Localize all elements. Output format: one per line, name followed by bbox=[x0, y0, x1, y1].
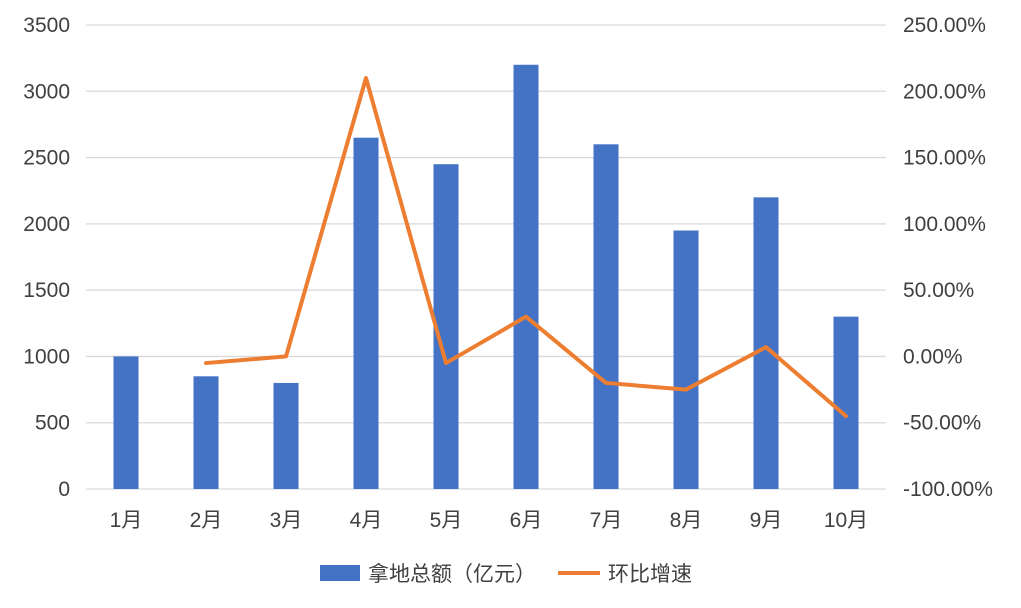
left-axis-tick-label: 0 bbox=[58, 478, 70, 501]
right-axis-tick-label: 100.00% bbox=[903, 213, 986, 236]
left-axis-tick-label: 500 bbox=[35, 412, 70, 435]
left-axis-labels: 0 500 1000 1500 2000 2500 3000 3500 bbox=[23, 14, 70, 501]
bar bbox=[353, 137, 379, 489]
bar bbox=[113, 356, 139, 489]
bar bbox=[753, 197, 779, 490]
right-axis-tick-label: 150.00% bbox=[903, 147, 986, 170]
left-axis-tick-label: 3000 bbox=[23, 80, 70, 103]
left-axis-tick-label: 1000 bbox=[23, 345, 70, 368]
right-axis-tick-label: 200.00% bbox=[903, 80, 986, 103]
bar bbox=[193, 376, 219, 489]
category-tick-label: 1月 bbox=[110, 509, 143, 532]
left-axis-tick-label: 3500 bbox=[23, 14, 70, 37]
line-series bbox=[204, 76, 848, 419]
category-tick-label: 2月 bbox=[190, 509, 223, 532]
bar bbox=[273, 382, 299, 489]
legend-bar-label: 拿地总额（亿元） bbox=[368, 562, 536, 586]
right-axis-tick-label: 50.00% bbox=[903, 279, 974, 302]
legend: 拿地总额（亿元） 环比增速 bbox=[320, 562, 692, 586]
right-axis-labels: -100.00% -50.00% 0.00% 50.00% 100.00% 150.00%… bbox=[903, 14, 993, 501]
bar bbox=[833, 316, 859, 489]
category-tick-label: 3月 bbox=[270, 509, 303, 532]
left-axis-tick-label: 2500 bbox=[23, 147, 70, 170]
left-axis-tick-label: 1500 bbox=[23, 279, 70, 302]
legend-bar-swatch bbox=[320, 565, 360, 581]
bar-series bbox=[113, 64, 859, 490]
right-axis-tick-label: -100.00% bbox=[903, 478, 993, 501]
category-tick-label: 7月 bbox=[590, 509, 623, 532]
growth-line bbox=[204, 76, 848, 419]
category-tick-label: 9月 bbox=[750, 509, 783, 532]
legend-line-label: 环比增速 bbox=[608, 562, 692, 586]
category-tick-label: 8月 bbox=[670, 509, 703, 532]
left-axis-tick-label: 2000 bbox=[23, 213, 70, 236]
right-axis-tick-label: -50.00% bbox=[903, 412, 981, 435]
right-axis-tick-label: 0.00% bbox=[903, 345, 963, 368]
category-tick-label: 4月 bbox=[350, 509, 383, 532]
bar bbox=[593, 144, 619, 490]
category-axis-labels: 1月 2月 3月 4月 5月 6月 7月 8月 9月 10月 bbox=[110, 509, 869, 532]
gridlines bbox=[86, 24, 886, 490]
category-tick-label: 10月 bbox=[824, 509, 868, 532]
right-axis-tick-label: 250.00% bbox=[903, 14, 986, 37]
bar bbox=[513, 64, 539, 490]
category-tick-label: 6月 bbox=[510, 509, 543, 532]
bar bbox=[673, 230, 699, 489]
category-tick-label: 5月 bbox=[430, 509, 463, 532]
